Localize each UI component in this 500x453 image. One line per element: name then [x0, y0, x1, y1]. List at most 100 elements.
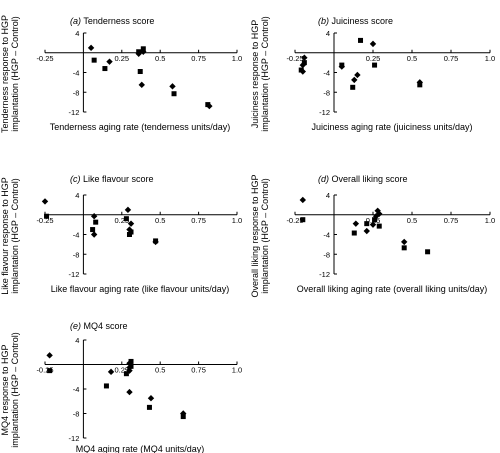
x-tick-label: 0.25: [366, 54, 381, 63]
x-tick-label: 0.75: [444, 216, 459, 225]
data-point-diamond: [124, 206, 132, 214]
data-point-diamond: [369, 221, 377, 228]
y-axis-label: Juiciness response to HGPimplantation (H…: [250, 16, 270, 131]
data-point-square: [128, 229, 134, 235]
x-tick-label: -0.25: [36, 366, 53, 375]
data-point-square: [339, 62, 345, 68]
data-point-diamond: [369, 40, 377, 48]
data-point-square: [301, 60, 307, 66]
data-point-diamond: [41, 198, 49, 205]
y-tick-label: -4: [323, 231, 330, 240]
data-point-diamond: [90, 213, 98, 220]
data-point-diamond: [126, 388, 133, 396]
y-axis-label: Like flavour response to HGPimplantation…: [0, 177, 20, 295]
x-tick-label: -0.25: [36, 216, 53, 225]
y-tick-label: -4: [323, 69, 330, 78]
x-tick-label: -0.25: [36, 54, 53, 63]
data-point-diamond: [87, 44, 95, 52]
data-point-square: [171, 91, 177, 97]
x-tick-label: 1.0: [485, 54, 495, 63]
data-point-square: [123, 216, 129, 222]
data-point-square: [372, 217, 378, 223]
data-point-square: [358, 37, 364, 43]
x-tick-label: 0.75: [444, 54, 459, 63]
data-point-diamond: [46, 352, 53, 359]
data-point-diamond: [147, 394, 155, 402]
y-tick-label: -12: [69, 108, 80, 117]
y-tick-label: -12: [69, 434, 80, 443]
data-point-square: [103, 383, 109, 389]
data-point-square: [128, 358, 134, 364]
y-tick-label: -8: [73, 250, 80, 259]
y-tick-label: -8: [323, 250, 330, 259]
data-point-square: [401, 245, 407, 251]
x-axis-label: Like flavour aging rate (like flavour un…: [51, 284, 230, 294]
y-tick-label: 4: [75, 191, 79, 200]
y-tick-label: -4: [73, 385, 80, 394]
data-point-square: [140, 46, 146, 52]
data-point-square: [153, 238, 159, 244]
y-tick-label: -4: [73, 69, 80, 78]
panel-title: (d) Overall liking score: [318, 174, 408, 184]
data-point-diamond: [352, 220, 360, 227]
x-axis-label: Juiciness aging rate (juiciness units/da…: [311, 122, 472, 132]
x-tick-label: 0.75: [191, 216, 206, 225]
data-point-diamond: [354, 71, 361, 79]
y-tick-label: -12: [69, 270, 80, 279]
y-axis-label: Overall liking response to HGPimplantati…: [250, 174, 270, 297]
data-point-square: [137, 69, 143, 75]
data-point-square: [350, 84, 356, 90]
y-tick-label: -8: [73, 88, 80, 97]
data-point-square: [298, 67, 304, 73]
data-point-square: [128, 363, 134, 369]
y-axis-label: Tenderness response to HGPimplantation (…: [0, 15, 20, 133]
y-tick-label: 4: [75, 336, 79, 345]
data-point-square: [44, 213, 50, 219]
data-point-square: [205, 102, 211, 108]
data-point-diamond: [351, 76, 358, 84]
data-point-square: [300, 217, 306, 223]
x-tick-label: 0.25: [114, 54, 129, 63]
y-tick-label: 4: [326, 29, 330, 38]
data-point-diamond: [107, 368, 115, 376]
y-axis-label: MQ4 response to HGPimplantation (HGP – C…: [0, 332, 20, 447]
data-point-square: [90, 227, 96, 233]
data-point-diamond: [374, 207, 381, 214]
data-point-square: [91, 57, 97, 63]
x-tick-label: 1.0: [485, 216, 495, 225]
data-point-diamond: [90, 231, 98, 238]
x-tick-label: 0.75: [191, 366, 206, 375]
data-point-square: [136, 49, 142, 55]
x-tick-label: 1.0: [232, 216, 242, 225]
x-tick-label: 0.5: [407, 216, 417, 225]
data-point-square: [123, 371, 129, 377]
panel-title: (c) Like flavour score: [70, 174, 154, 184]
data-point-square: [364, 221, 370, 227]
y-tick-label: -4: [73, 231, 80, 240]
data-point-square: [376, 223, 382, 229]
x-tick-label: 0.5: [155, 366, 165, 375]
x-tick-label: 0.5: [407, 54, 417, 63]
panel-title: (b) Juiciness score: [318, 16, 393, 26]
panel-title: (e) MQ4 score: [70, 321, 128, 331]
x-tick-label: 0.5: [155, 54, 165, 63]
data-point-square: [372, 62, 378, 68]
data-point-diamond: [301, 54, 308, 61]
x-tick-label: -0.25: [286, 54, 303, 63]
x-tick-label: 0.25: [114, 366, 129, 375]
x-axis-label: MQ4 aging rate (MQ4 units/day): [76, 444, 205, 453]
data-point-diamond: [106, 58, 113, 65]
x-tick-label: 1.0: [232, 54, 242, 63]
y-tick-label: -12: [319, 270, 330, 279]
data-point-diamond: [299, 196, 306, 204]
data-point-diamond: [363, 227, 370, 235]
y-tick-label: -12: [319, 108, 330, 117]
x-tick-label: 0.5: [155, 216, 165, 225]
x-axis-label: Overall liking aging rate (overall likin…: [297, 284, 488, 294]
data-point-square: [180, 414, 186, 420]
data-point-square: [93, 219, 99, 225]
y-tick-label: 4: [75, 29, 79, 38]
data-point-diamond: [169, 83, 176, 90]
data-point-square: [417, 82, 423, 88]
